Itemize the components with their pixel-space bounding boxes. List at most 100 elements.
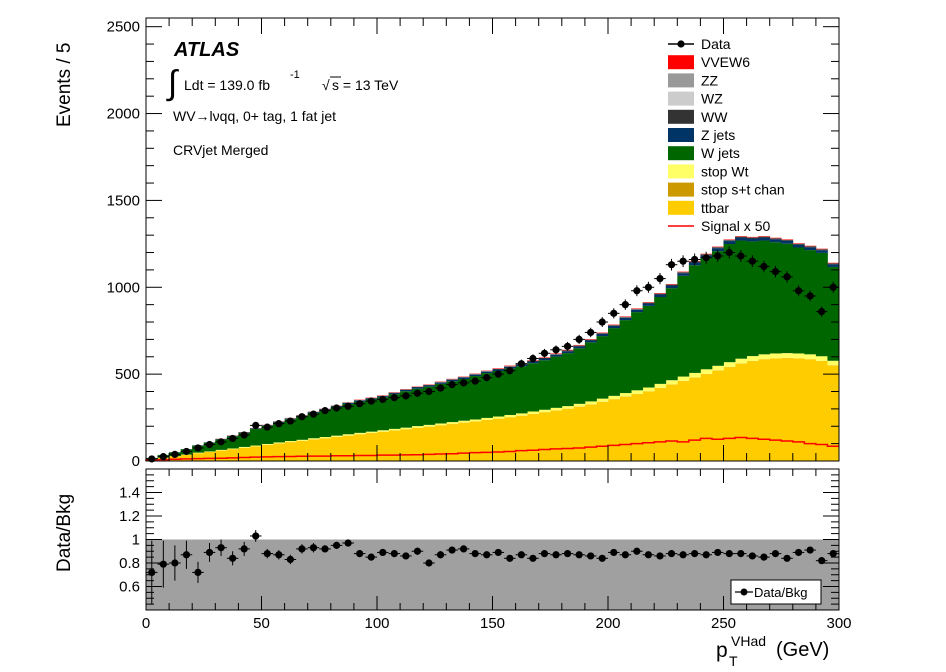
data-point <box>205 440 214 449</box>
data-point <box>275 420 283 428</box>
bar <box>665 288 678 381</box>
y-axis-label: Events / 5 <box>54 43 75 128</box>
bar <box>353 401 366 433</box>
ratio-point <box>737 550 745 558</box>
bar <box>619 396 632 461</box>
bar <box>758 236 771 238</box>
ratio-point <box>783 554 791 562</box>
bar <box>261 445 274 461</box>
data-point <box>552 346 560 354</box>
data-point <box>182 447 191 456</box>
ratio-point <box>748 552 756 560</box>
bar <box>457 377 470 380</box>
bar <box>815 250 828 253</box>
bar <box>480 373 493 418</box>
bar <box>711 251 724 366</box>
bar <box>561 350 574 352</box>
bar <box>654 293 667 294</box>
ratio-point <box>171 559 179 567</box>
bar <box>411 387 424 389</box>
bar <box>365 399 378 432</box>
bar <box>700 374 713 461</box>
data-point <box>771 268 780 276</box>
ratio-point <box>610 548 618 557</box>
x-tick-label: 100 <box>364 615 389 632</box>
bar <box>769 353 782 359</box>
bar <box>815 252 828 357</box>
bar <box>688 265 701 373</box>
bar <box>711 365 724 371</box>
bar <box>446 379 459 380</box>
legend-label: WZ <box>701 91 723 107</box>
bar <box>273 442 285 444</box>
bar <box>677 272 690 274</box>
bar <box>492 369 505 372</box>
bar <box>469 421 482 461</box>
data-point <box>460 379 468 387</box>
ratio-point <box>367 553 375 561</box>
bar <box>631 394 644 461</box>
bar <box>769 238 782 240</box>
bar <box>792 247 805 354</box>
legend-label: stop Wt <box>701 163 749 179</box>
ratio-point <box>252 532 260 540</box>
bar <box>711 246 724 248</box>
data-point <box>818 307 826 316</box>
ratio-point <box>436 551 445 559</box>
bar <box>492 368 505 370</box>
data-point <box>286 417 294 425</box>
bar <box>642 302 655 304</box>
bar <box>758 359 771 461</box>
bar <box>781 243 794 354</box>
ratio-point <box>182 551 191 559</box>
data-point <box>644 283 653 291</box>
y-tick-label: 1000 <box>107 279 140 296</box>
ratio-y-tick-label: 0.8 <box>119 555 140 572</box>
bar <box>596 336 609 399</box>
bar <box>792 353 805 359</box>
bar <box>226 448 239 450</box>
data-point <box>402 392 410 400</box>
bar <box>457 422 470 461</box>
bar <box>238 447 251 461</box>
bar <box>550 356 563 408</box>
bar <box>365 431 378 434</box>
ratio-point <box>448 546 456 554</box>
atlas-label: ATLAS <box>173 39 240 61</box>
data-point <box>633 287 641 295</box>
bar <box>711 247 724 249</box>
x-axis-label-sub: T <box>729 653 738 669</box>
bar <box>804 247 817 251</box>
ratio-y-tick-label: 1.2 <box>119 508 140 525</box>
bar <box>561 353 574 407</box>
bar <box>400 391 413 428</box>
x-tick-label: 300 <box>826 615 851 632</box>
data-point <box>737 252 745 260</box>
data-point <box>252 421 260 429</box>
lumi-exponent: -1 <box>290 69 300 81</box>
ratio-point <box>725 550 733 558</box>
ratio-point <box>356 550 364 558</box>
ratio-point <box>275 551 283 559</box>
ratio-point <box>309 544 318 552</box>
bar <box>688 372 701 378</box>
bar <box>735 237 747 241</box>
bar <box>469 374 482 377</box>
ratio-point <box>471 550 479 558</box>
ratio-point <box>344 539 352 547</box>
bar <box>723 244 736 363</box>
bar <box>584 339 597 340</box>
bar <box>249 429 262 446</box>
data-point <box>436 384 445 392</box>
bar <box>677 273 690 276</box>
bar <box>504 365 516 367</box>
ratio-point <box>298 545 306 553</box>
bar <box>804 245 817 247</box>
ratio-point <box>240 545 248 553</box>
legend-entry: stop Wt <box>668 163 749 179</box>
bar <box>654 388 667 461</box>
bar <box>319 438 332 461</box>
bar <box>411 427 424 461</box>
bar <box>584 401 597 405</box>
ratio-point <box>667 550 676 558</box>
